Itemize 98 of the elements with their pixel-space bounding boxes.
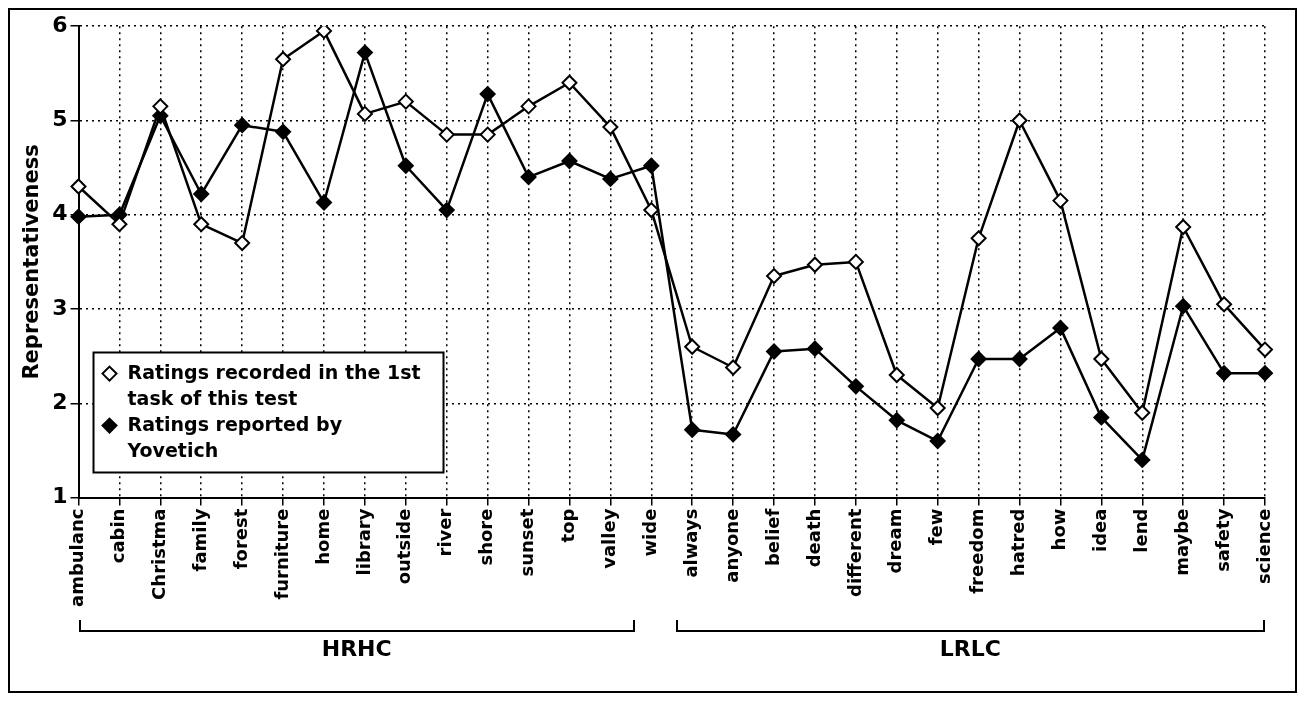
point	[929, 433, 946, 450]
point	[847, 378, 864, 395]
point	[234, 117, 251, 134]
x-tick-label: ambulanc	[66, 508, 88, 607]
x-tick-label: safety	[1211, 508, 1233, 572]
point	[234, 235, 251, 252]
point	[1093, 409, 1110, 426]
point	[1257, 365, 1273, 382]
x-tick-label: valley	[598, 508, 620, 569]
point	[520, 169, 537, 186]
x-tick-label: family	[188, 508, 210, 572]
x-tick-label: how	[1048, 508, 1070, 551]
y-tick-label: 3	[52, 294, 68, 320]
point	[602, 119, 619, 136]
point	[725, 359, 742, 376]
point	[684, 338, 701, 355]
point	[561, 74, 578, 91]
point	[970, 230, 987, 247]
x-tick-label: anyone	[720, 508, 742, 583]
x-tick-label: outside	[393, 508, 415, 585]
x-tick-label: lend	[1129, 508, 1151, 553]
x-tick-label: science	[1252, 508, 1274, 585]
point	[1134, 404, 1151, 421]
point	[520, 98, 537, 115]
x-tick-label: furniture	[270, 508, 292, 600]
x-tick-label: sunset	[516, 508, 538, 577]
x-tick-label: always	[679, 508, 701, 578]
x-tick-label: few	[925, 508, 947, 546]
x-tick-label: idea	[1089, 508, 1111, 553]
y-tick-label: 5	[52, 106, 68, 132]
legend-label: Ratings recorded in the 1st task of this test	[127, 360, 421, 409]
point	[1216, 365, 1233, 382]
x-tick-label: forest	[229, 508, 251, 570]
x-tick-label: river	[434, 508, 456, 557]
point	[111, 216, 128, 233]
y-tick-label: 6	[52, 11, 68, 37]
point	[929, 400, 946, 417]
point	[438, 202, 455, 219]
x-tick-label: shore	[475, 508, 497, 566]
x-tick-label: maybe	[1170, 508, 1192, 576]
point	[1052, 319, 1069, 336]
point	[1175, 219, 1192, 236]
point	[1134, 451, 1151, 468]
point	[193, 216, 210, 233]
point	[397, 157, 414, 174]
point	[725, 426, 742, 443]
point	[1011, 112, 1028, 129]
text: HRHC	[320, 636, 393, 661]
point	[888, 367, 905, 384]
x-tick-label: different	[843, 508, 865, 597]
point	[275, 123, 292, 140]
y-tick-label: 4	[52, 200, 68, 226]
point	[1052, 192, 1069, 209]
x-tick-label: hatred	[1007, 508, 1029, 577]
text: LRLC	[938, 636, 1002, 661]
point	[1093, 351, 1110, 368]
point	[602, 170, 619, 187]
x-tick-label: Christma	[148, 508, 170, 600]
point	[70, 178, 87, 195]
point	[1216, 296, 1233, 313]
x-tick-label: home	[311, 508, 333, 565]
point	[479, 126, 496, 143]
point	[1257, 341, 1273, 358]
x-tick-label: cabin	[107, 508, 129, 564]
x-tick-label: top	[557, 508, 579, 543]
point	[275, 51, 292, 68]
point	[315, 194, 332, 211]
x-tick-label: library	[352, 508, 374, 576]
point	[766, 343, 783, 360]
point	[847, 253, 864, 270]
point	[479, 86, 496, 103]
legend-label: Ratings reported by Yovetich	[126, 412, 343, 461]
point	[806, 340, 823, 357]
point	[356, 44, 373, 61]
point	[193, 186, 210, 203]
point	[70, 208, 87, 225]
point	[766, 268, 783, 285]
x-tick-label: dream	[884, 508, 906, 574]
point	[1011, 351, 1028, 368]
point	[888, 412, 905, 429]
point	[643, 202, 660, 219]
x-tick-label: wide	[638, 508, 660, 557]
y-tick-label: 2	[52, 389, 68, 415]
point	[643, 157, 660, 174]
x-tick-label: belief	[761, 508, 783, 567]
y-tick-label: 1	[52, 483, 68, 509]
point	[438, 126, 455, 143]
x-tick-label: freedom	[966, 508, 988, 594]
point	[397, 93, 414, 110]
point	[970, 351, 987, 368]
x-tick-label: death	[802, 508, 824, 568]
point	[315, 26, 332, 39]
point	[1175, 298, 1192, 315]
point	[356, 105, 373, 122]
y-axis-title: Representativeness	[19, 144, 44, 380]
point	[561, 153, 578, 170]
point	[684, 421, 701, 438]
point	[806, 256, 823, 273]
